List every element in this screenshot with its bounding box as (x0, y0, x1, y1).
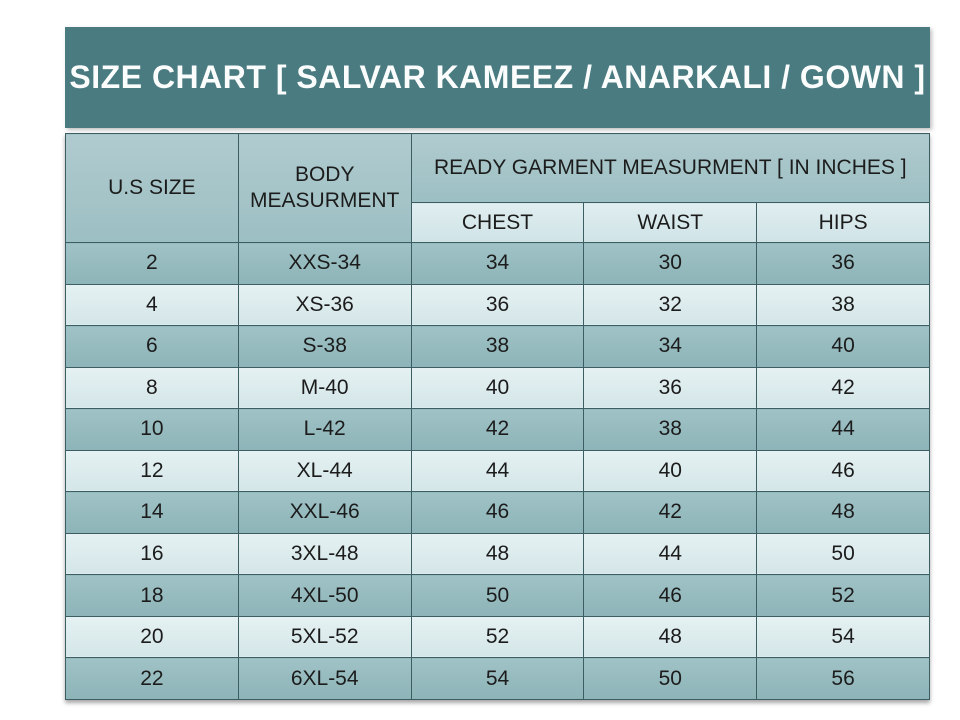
cell-waist: 46 (583, 574, 758, 617)
cell-body-measurment: M-40 (237, 366, 412, 410)
cell-chest: 46 (410, 491, 585, 534)
cell-hips: 44 (756, 408, 930, 451)
cell-chest: 38 (410, 325, 585, 368)
cell-us-size: 10 (65, 408, 239, 451)
table-row: 8 M-40 40 36 42 (65, 366, 930, 410)
cell-hips: 56 (756, 657, 930, 700)
cell-body-measurment: XXS-34 (237, 242, 412, 285)
cell-hips: 50 (756, 532, 930, 576)
col-header-body-measurment: BODY MEASURMENT (237, 133, 412, 243)
cell-us-size: 6 (65, 325, 239, 368)
cell-body-measurment: 6XL-54 (237, 657, 412, 700)
cell-chest: 34 (410, 242, 585, 285)
table-header: U.S SIZE BODY MEASURMENT READY GARMENT M… (65, 133, 931, 243)
cell-hips: 52 (756, 574, 930, 617)
cell-us-size: 12 (65, 449, 239, 493)
cell-body-measurment: XXL-46 (237, 491, 412, 534)
cell-hips: 46 (756, 449, 930, 493)
table-row: 2 XXS-34 34 30 36 (65, 242, 930, 285)
cell-waist: 42 (583, 491, 758, 534)
cell-waist: 38 (583, 408, 758, 451)
col-header-hips: HIPS (756, 202, 930, 243)
cell-body-measurment: 4XL-50 (237, 574, 412, 617)
header-row-sub: CHEST WAIST HIPS (66, 202, 930, 243)
col-header-ready-garment-measurment: READY GARMENT MEASURMENT [ IN INCHES ] (410, 133, 931, 203)
cell-chest: 44 (410, 449, 585, 493)
cell-waist: 32 (583, 283, 758, 327)
cell-waist: 50 (583, 657, 758, 700)
col-header-chest: CHEST (410, 202, 585, 243)
cell-us-size: 22 (65, 657, 239, 700)
table-row: 14 XXL-46 46 42 48 (65, 491, 930, 534)
cell-hips: 48 (756, 491, 930, 534)
col-header-waist: WAIST (583, 202, 758, 243)
cell-waist: 30 (583, 242, 758, 285)
cell-us-size: 14 (65, 491, 239, 534)
table-row: 18 4XL-50 50 46 52 (65, 574, 930, 617)
cell-hips: 40 (756, 325, 930, 368)
cell-us-size: 2 (65, 242, 239, 285)
cell-body-measurment: L-42 (237, 408, 412, 451)
cell-body-measurment: S-38 (237, 325, 412, 368)
chart-title: SIZE CHART [ SALVAR KAMEEZ / ANARKALI / … (69, 59, 926, 95)
cell-chest: 48 (410, 532, 585, 576)
table-row: 4 XS-36 36 32 38 (65, 283, 930, 327)
cell-chest: 42 (410, 408, 585, 451)
cell-hips: 38 (756, 283, 930, 327)
cell-us-size: 4 (65, 283, 239, 327)
header-row-group: U.S SIZE BODY MEASURMENT READY GARMENT M… (65, 133, 931, 243)
cell-us-size: 8 (65, 366, 239, 410)
cell-hips: 42 (756, 366, 930, 410)
cell-us-size: 20 (65, 615, 239, 659)
cell-us-size: 16 (65, 532, 239, 576)
cell-us-size: 18 (65, 574, 239, 617)
table-row: 6 S-38 38 34 40 (65, 325, 930, 368)
cell-chest: 52 (410, 615, 585, 659)
table-row: 16 3XL-48 48 44 50 (65, 532, 930, 576)
cell-body-measurment: 3XL-48 (237, 532, 412, 576)
table-row: 22 6XL-54 54 50 56 (65, 657, 930, 700)
cell-body-measurment: XL-44 (237, 449, 412, 493)
cell-chest: 54 (410, 657, 585, 700)
table-body: 2 XXS-34 34 30 36 4 XS-36 36 32 38 6 S-38 38 34 40 8 M-4… (65, 242, 930, 700)
cell-chest: 50 (410, 574, 585, 617)
cell-waist: 40 (583, 449, 758, 493)
size-chart-table: U.S SIZE BODY MEASURMENT READY GARMENT M… (65, 133, 931, 700)
table-row: 20 5XL-52 52 48 54 (65, 615, 930, 659)
cell-waist: 34 (583, 325, 758, 368)
cell-body-measurment: XS-36 (237, 283, 412, 327)
cell-body-measurment: 5XL-52 (237, 615, 412, 659)
cell-waist: 36 (583, 366, 758, 410)
table-row: 10 L-42 42 38 44 (65, 408, 930, 451)
cell-hips: 54 (756, 615, 930, 659)
cell-hips: 36 (756, 242, 930, 285)
cell-waist: 48 (583, 615, 758, 659)
table-row: 12 XL-44 44 40 46 (65, 449, 930, 493)
col-header-us-size: U.S SIZE (65, 133, 239, 243)
cell-chest: 36 (410, 283, 585, 327)
cell-chest: 40 (410, 366, 585, 410)
chart-title-banner: SIZE CHART [ SALVAR KAMEEZ / ANARKALI / … (65, 27, 930, 128)
cell-waist: 44 (583, 532, 758, 576)
